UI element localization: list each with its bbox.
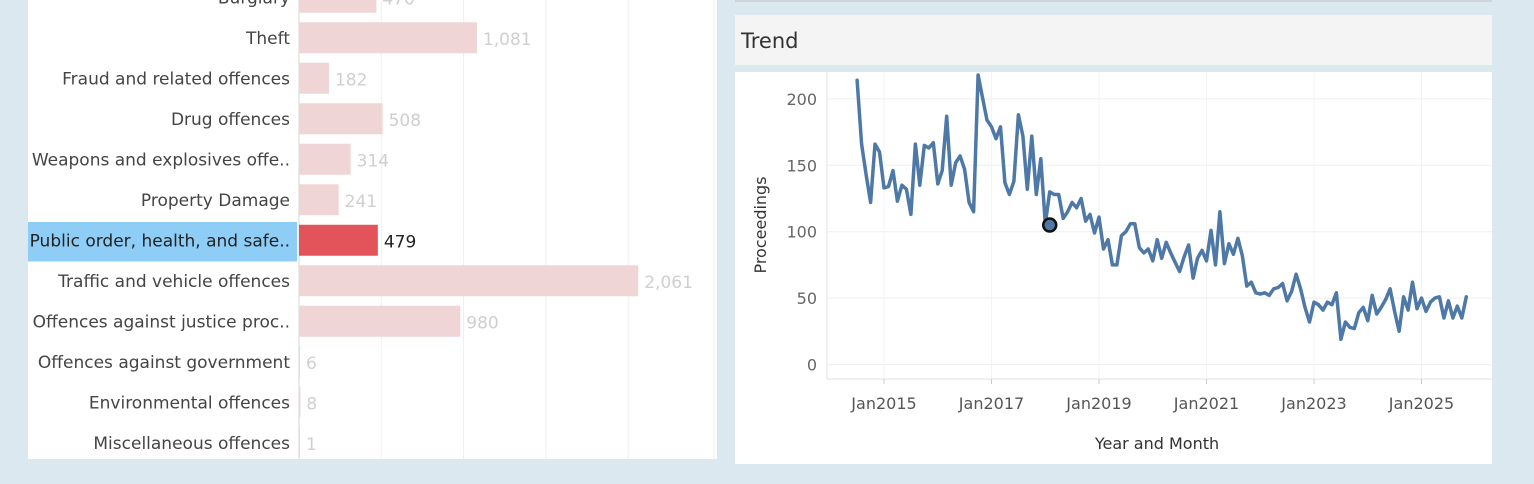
y-tick-label: 0 bbox=[807, 356, 817, 375]
x-axis-title: Year and Month bbox=[1094, 434, 1219, 453]
bar[interactable] bbox=[299, 346, 300, 378]
trend-line-chart: 0 50 100 150 200 Jan2015 Jan2017 Jan2019 Jan2021… bbox=[735, 72, 1492, 464]
trend-title: Trend bbox=[741, 29, 799, 53]
x-tick-label: Jan2021 bbox=[1173, 394, 1239, 413]
category-bar-chart: Burglary 470 Theft 1,081 Fraud and related o… bbox=[28, 0, 717, 459]
selected-category-highlight[interactable] bbox=[28, 222, 297, 262]
bar[interactable] bbox=[299, 22, 477, 54]
bar-value-label: 479 bbox=[384, 232, 416, 252]
x-tick-label: Jan2019 bbox=[1065, 394, 1131, 413]
bar-value-label: 8 bbox=[306, 394, 317, 414]
bar[interactable] bbox=[299, 0, 377, 13]
bar[interactable] bbox=[299, 184, 339, 216]
y-tick-label: 150 bbox=[786, 156, 817, 175]
y-tick-label: 50 bbox=[797, 289, 817, 308]
bar[interactable] bbox=[299, 62, 329, 94]
bar-value-label: 470 bbox=[382, 0, 414, 9]
bar[interactable] bbox=[299, 265, 639, 297]
bar-category-label[interactable]: Environmental offences bbox=[89, 393, 290, 413]
bar-category-label[interactable]: Weapons and explosives offe.. bbox=[32, 150, 290, 170]
trend-chart-svg: 0 50 100 150 200 Jan2015 Jan2017 Jan2019 Jan2021… bbox=[751, 72, 1492, 453]
bar[interactable] bbox=[299, 103, 383, 135]
bar-category-label[interactable]: Property Damage bbox=[141, 191, 290, 211]
y-axis-title: Proceedings bbox=[751, 176, 770, 273]
bar-category-label[interactable]: Drug offences bbox=[171, 110, 290, 130]
bar-category-label[interactable]: Offences against government bbox=[38, 353, 290, 373]
x-tick-label: Jan2015 bbox=[850, 394, 916, 413]
bar[interactable] bbox=[299, 386, 301, 418]
bar-value-label: 182 bbox=[335, 70, 367, 90]
bar-chart-svg: Burglary 470 Theft 1,081 Fraud and related o… bbox=[28, 0, 715, 459]
bar-category-label[interactable]: Miscellaneous offences bbox=[93, 434, 290, 454]
highlighted-data-point[interactable] bbox=[1041, 217, 1058, 233]
bar-value-label: 241 bbox=[345, 192, 377, 212]
bar[interactable] bbox=[299, 427, 300, 459]
bar[interactable] bbox=[299, 143, 351, 175]
bar-category-label[interactable]: Offences against justice proc.. bbox=[33, 312, 290, 332]
bar-category-label[interactable]: Fraud and related offences bbox=[62, 69, 290, 89]
trend-line[interactable] bbox=[855, 73, 1469, 342]
bar[interactable] bbox=[299, 305, 461, 337]
bar-value-label: 6 bbox=[306, 354, 317, 374]
bar-value-label: 980 bbox=[466, 313, 498, 333]
bar-value-label: 508 bbox=[389, 111, 421, 131]
y-tick-label: 200 bbox=[786, 90, 817, 109]
bar-category-label[interactable]: Public order, health, and safe.. bbox=[30, 231, 290, 251]
x-tick-label: Jan2017 bbox=[958, 394, 1024, 413]
bar-value-label: 314 bbox=[357, 151, 389, 171]
y-tick-label: 100 bbox=[786, 223, 817, 242]
trend-header: Trend bbox=[735, 15, 1492, 68]
bar-category-label[interactable]: Theft bbox=[245, 29, 290, 49]
x-tick-label: Jan2023 bbox=[1280, 394, 1346, 413]
bar-category-label[interactable]: Burglary bbox=[218, 0, 290, 8]
bar[interactable] bbox=[299, 224, 378, 256]
bar-category-label[interactable]: Traffic and vehicle offences bbox=[57, 272, 290, 292]
x-tick-label: Jan2025 bbox=[1388, 394, 1454, 413]
bar-value-label: 1,081 bbox=[483, 30, 532, 50]
top-panel-edge bbox=[735, 0, 1492, 2]
bar-value-label: 1 bbox=[306, 435, 317, 455]
bar-value-label: 2,061 bbox=[644, 273, 693, 293]
